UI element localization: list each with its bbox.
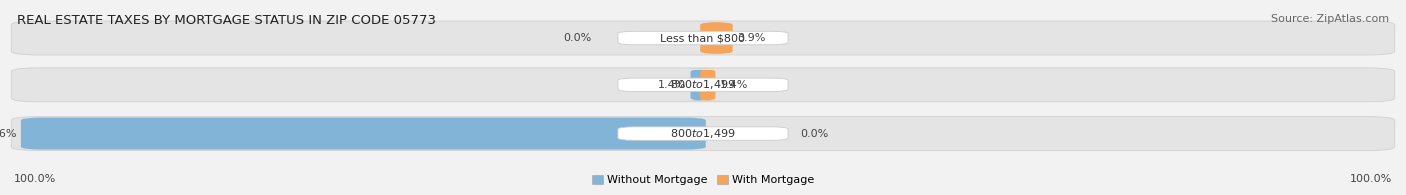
Text: REAL ESTATE TAXES BY MORTGAGE STATUS IN ZIP CODE 05773: REAL ESTATE TAXES BY MORTGAGE STATUS IN … xyxy=(17,14,436,27)
Text: 0.0%: 0.0% xyxy=(562,33,591,43)
FancyBboxPatch shape xyxy=(619,78,787,92)
Text: 100.0%: 100.0% xyxy=(14,174,56,184)
FancyBboxPatch shape xyxy=(11,117,1395,151)
FancyBboxPatch shape xyxy=(700,22,733,54)
Text: Source: ZipAtlas.com: Source: ZipAtlas.com xyxy=(1271,14,1389,24)
Legend: Without Mortgage, With Mortgage: Without Mortgage, With Mortgage xyxy=(588,170,818,190)
Text: $800 to $1,499: $800 to $1,499 xyxy=(671,127,735,140)
Text: 0.0%: 0.0% xyxy=(801,129,830,139)
FancyBboxPatch shape xyxy=(685,69,711,101)
Text: $800 to $1,499: $800 to $1,499 xyxy=(671,78,735,91)
FancyBboxPatch shape xyxy=(619,31,787,45)
FancyBboxPatch shape xyxy=(11,68,1395,102)
Text: 1.4%: 1.4% xyxy=(720,80,748,90)
Text: 3.9%: 3.9% xyxy=(737,33,765,43)
Text: 98.6%: 98.6% xyxy=(0,129,17,139)
Text: 1.4%: 1.4% xyxy=(658,80,686,90)
FancyBboxPatch shape xyxy=(11,21,1395,55)
Text: Less than $800: Less than $800 xyxy=(661,33,745,43)
Text: 100.0%: 100.0% xyxy=(1350,174,1392,184)
FancyBboxPatch shape xyxy=(21,118,706,150)
FancyBboxPatch shape xyxy=(619,127,787,140)
FancyBboxPatch shape xyxy=(695,69,721,101)
